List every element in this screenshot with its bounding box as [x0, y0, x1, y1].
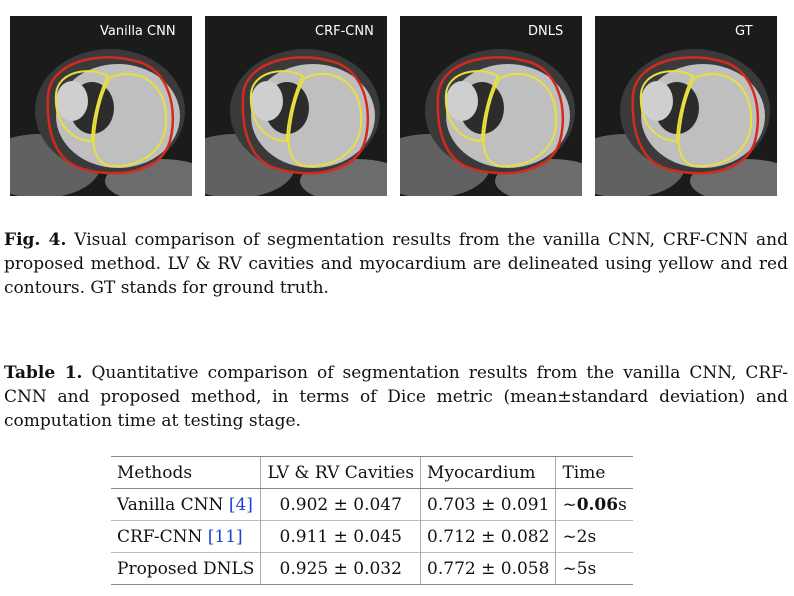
- method-name: Vanilla CNN: [117, 494, 229, 515]
- citation-link[interactable]: [4]: [228, 494, 253, 515]
- myocardium-contour: [436, 56, 565, 175]
- method-cell: CRF-CNN [11]: [111, 520, 261, 553]
- figure-caption-label: Fig. 4.: [4, 230, 67, 250]
- cavities-cell: 0.911 ± 0.045: [260, 520, 421, 553]
- table-header-row: Methods LV & RV Cavities Myocardium Time: [111, 456, 633, 489]
- time-cell: ~2s: [555, 520, 633, 553]
- myocardium-contour: [631, 56, 760, 175]
- time-value: 0.06: [576, 494, 619, 515]
- header-time: Time: [555, 456, 633, 489]
- header-myocardium: Myocardium: [420, 456, 556, 489]
- results-table: Methods LV & RV Cavities Myocardium Time…: [111, 456, 633, 585]
- table-caption-label: Table 1.: [4, 363, 83, 383]
- time-suffix: s: [618, 494, 627, 515]
- rv-contour: [639, 70, 695, 143]
- method-name: CRF-CNN: [117, 526, 208, 547]
- rv-contour: [54, 70, 110, 143]
- table-row: CRF-CNN [11] 0.911 ± 0.045 0.712 ± 0.082…: [111, 520, 633, 553]
- rv-contour: [444, 70, 500, 143]
- method-cell: Vanilla CNN [4]: [111, 489, 261, 521]
- time-prefix: ~: [562, 494, 577, 515]
- panel-label: GT: [735, 24, 753, 39]
- figure-caption-text: Visual comparison of segmentation result…: [4, 230, 788, 298]
- panel-label: CRF-CNN: [315, 24, 374, 39]
- method-cell: Proposed DNLS: [111, 552, 261, 585]
- lv-contour: [287, 72, 363, 168]
- time-cell: ~0.06s: [555, 488, 633, 521]
- table-row: Proposed DNLS 0.925 ± 0.032 0.772 ± 0.05…: [111, 552, 633, 585]
- header-methods: Methods: [111, 456, 261, 489]
- panel-gt: GT: [595, 16, 777, 196]
- mri-image: [205, 16, 387, 196]
- table-row: Vanilla CNN [4] 0.902 ± 0.047 0.703 ± 0.…: [111, 488, 633, 521]
- header-cavities: LV & RV Cavities: [260, 456, 421, 489]
- cavities-cell: 0.925 ± 0.032: [260, 552, 421, 585]
- figure-panels: Vanilla CNN CRF-CNN: [10, 16, 782, 196]
- table-caption: Table 1. Quantitative comparison of segm…: [4, 361, 788, 433]
- panel-label: Vanilla CNN: [100, 24, 176, 39]
- figure-caption: Fig. 4. Visual comparison of segmentatio…: [4, 228, 788, 300]
- mri-image: [10, 16, 192, 196]
- mri-image: [595, 16, 777, 196]
- myocardium-cell: 0.712 ± 0.082: [420, 520, 556, 553]
- myocardium-contour: [46, 56, 175, 175]
- panel-vanilla-cnn: Vanilla CNN: [10, 16, 192, 196]
- myocardium-cell: 0.772 ± 0.058: [420, 552, 556, 585]
- mri-image: [400, 16, 582, 196]
- myocardium-contour: [241, 56, 370, 175]
- panel-crf-cnn: CRF-CNN: [205, 16, 387, 196]
- citation-link[interactable]: [11]: [207, 526, 243, 547]
- cavities-cell: 0.902 ± 0.047: [260, 488, 421, 521]
- myocardium-cell: 0.703 ± 0.091: [420, 488, 556, 521]
- rv-contour: [249, 70, 305, 143]
- lv-contour: [92, 72, 168, 168]
- lv-contour: [482, 72, 558, 168]
- time-cell: ~5s: [555, 552, 633, 585]
- table-caption-text: Quantitative comparison of segmentation …: [4, 363, 788, 431]
- panel-dnls: DNLS: [400, 16, 582, 196]
- panel-label: DNLS: [528, 24, 564, 39]
- lv-contour: [677, 72, 753, 168]
